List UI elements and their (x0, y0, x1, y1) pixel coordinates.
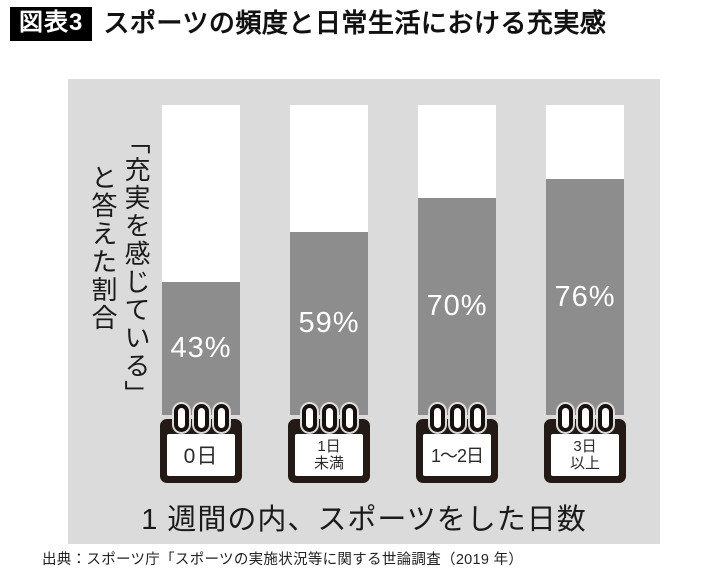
source-note: 出典：スポーツ庁「スポーツの実施状況等に関する世論調査（2019 年） (42, 552, 524, 568)
calendar-ring-icon (321, 404, 337, 432)
y-axis-label-line2: と答えた割合 (88, 164, 118, 332)
bar-column-0-days: 43% 0日 (160, 105, 242, 483)
calendar-icon: 3日 以上 (544, 404, 626, 483)
calendar-rings-icon (544, 404, 626, 432)
bar-track: 76% (546, 105, 624, 415)
bar-group: 43% 0日 59% (160, 105, 626, 483)
bar-fill: 70% (418, 198, 496, 415)
calendar-ring-icon (577, 404, 593, 432)
calendar-ring-icon (301, 404, 317, 432)
chart-panel: 「充実を感じている」 と答えた割合 43% 0日 (68, 79, 660, 544)
category-label: 0日 (167, 434, 235, 476)
bar-column-under-1-day: 59% 1日 未満 (288, 105, 370, 483)
value-label: 76% (554, 280, 616, 313)
calendar-rings-icon (160, 404, 242, 432)
category-label: 3日 以上 (551, 434, 619, 476)
page-title: スポーツの頻度と日常生活における充実感 (103, 8, 607, 39)
category-label: 1〜2日 (423, 434, 491, 476)
calendar-rings-icon (288, 404, 370, 432)
calendar-ring-icon (173, 404, 189, 432)
calendar-icon: 0日 (160, 404, 242, 483)
calendar-ring-icon (449, 404, 465, 432)
calendar-ring-icon (341, 404, 357, 432)
calendar-ring-icon (213, 404, 229, 432)
bar-track: 59% (290, 105, 368, 415)
calendar-icon: 1日 未満 (288, 404, 370, 483)
calendar-icon: 1〜2日 (416, 404, 498, 483)
calendar-ring-icon (597, 404, 613, 432)
bar-track: 70% (418, 105, 496, 415)
bar-column-3-plus-days: 76% 3日 以上 (544, 105, 626, 483)
bar-fill: 76% (546, 179, 624, 415)
value-label: 43% (170, 331, 232, 364)
bar-column-1-2-days: 70% 1〜2日 (416, 105, 498, 483)
figure-number-badge: 図表3 (10, 7, 93, 41)
calendar-rings-icon (416, 404, 498, 432)
calendar-ring-icon (557, 404, 573, 432)
y-axis-label: 「充実を感じている」 と答えた割合 (86, 128, 152, 408)
bar-track: 43% (162, 105, 240, 415)
y-axis-label-line1: 「充実を感じている」 (121, 128, 151, 408)
figure-header: 図表3 スポーツの頻度と日常生活における充実感 (10, 7, 606, 41)
calendar-ring-icon (429, 404, 445, 432)
bar-fill: 59% (290, 232, 368, 415)
x-axis-label: 1 週間の内、スポーツをした日数 (141, 504, 587, 536)
calendar-ring-icon (469, 404, 485, 432)
category-label: 1日 未満 (295, 434, 363, 476)
value-label: 70% (426, 290, 488, 322)
value-label: 59% (298, 307, 360, 340)
bar-fill: 43% (162, 281, 240, 415)
calendar-ring-icon (193, 404, 209, 432)
